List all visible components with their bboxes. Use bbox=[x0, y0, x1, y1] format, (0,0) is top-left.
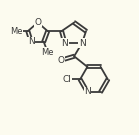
Text: Me: Me bbox=[41, 48, 54, 57]
Text: Cl: Cl bbox=[62, 75, 71, 84]
Text: N: N bbox=[84, 87, 91, 97]
Text: Me: Me bbox=[10, 27, 23, 36]
Text: N: N bbox=[61, 38, 68, 48]
Text: N: N bbox=[28, 37, 34, 46]
Text: N: N bbox=[79, 38, 85, 48]
Text: O: O bbox=[57, 56, 64, 65]
Text: O: O bbox=[34, 18, 41, 27]
